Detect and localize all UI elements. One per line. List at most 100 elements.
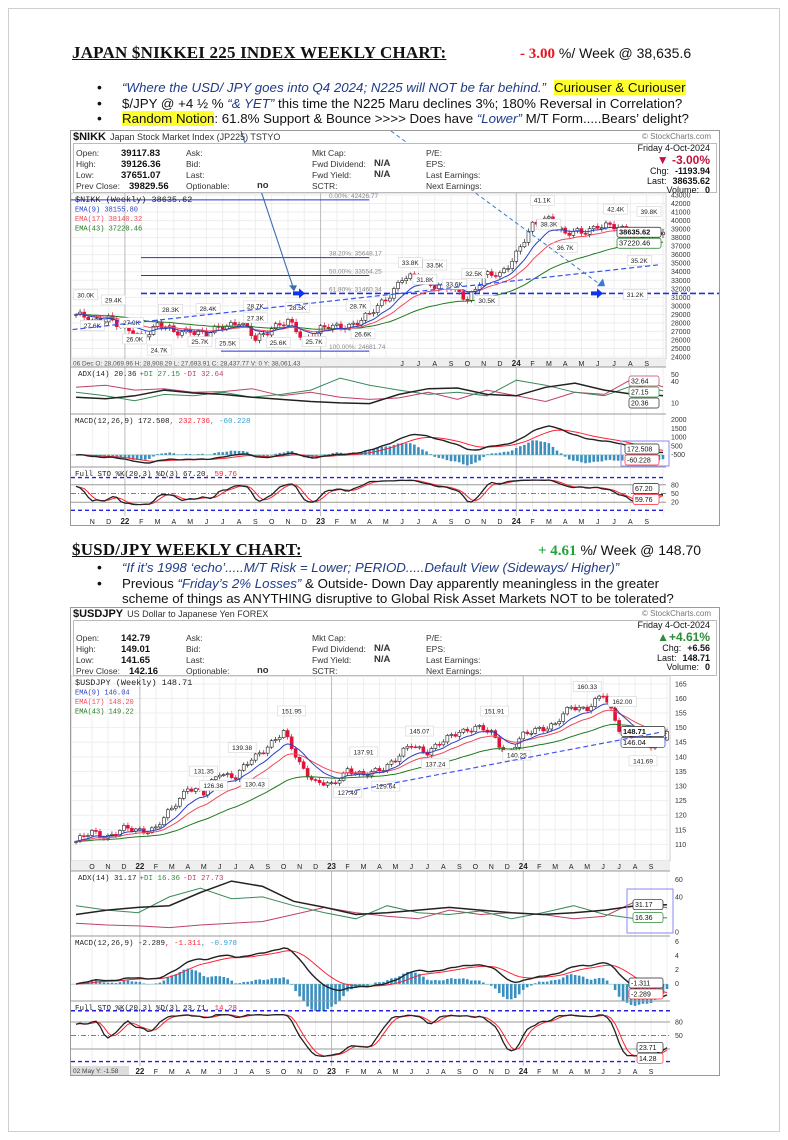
candle (290, 319, 294, 323)
minus-di-line (75, 900, 668, 929)
macd-tag (624, 443, 660, 455)
price-tag-value: 148.71 (623, 727, 646, 736)
quote-label: Ask: (186, 633, 203, 643)
macd-histogram-bar (434, 980, 437, 985)
macd-legend-part: , -0.978 (201, 940, 237, 948)
y-tick-label: 32000 (671, 286, 691, 293)
sto-legend: Full STO %K(20,3) %D(3) 23.71, 14.28 (75, 1005, 237, 1013)
candle (293, 748, 298, 758)
price-annotation-box (189, 765, 219, 777)
macd-histogram-bar (210, 976, 214, 985)
month-label: D (313, 1069, 318, 1075)
candle (601, 695, 605, 698)
quote-text: “Friday’s 2% Losses” (177, 575, 302, 591)
month-label: N (481, 519, 486, 525)
macd-histogram-bar (245, 451, 249, 455)
quote-label: Open: (76, 148, 100, 158)
macd-histogram-bar (600, 454, 604, 462)
macd-histogram-bar (413, 444, 416, 455)
macd-tick: 1500 (671, 426, 687, 433)
date-strip (71, 861, 670, 871)
candle (433, 743, 438, 749)
optionable-value: no (257, 180, 269, 191)
macd-legend-part: , -60.228 (210, 418, 251, 426)
candle (413, 746, 418, 749)
month-label: D (121, 864, 126, 871)
price-annotation: 41.1K (534, 198, 552, 205)
candle (196, 330, 201, 335)
macd-tag (624, 454, 660, 466)
candle (477, 285, 482, 290)
macd-histogram-bar (392, 444, 396, 455)
candle (245, 763, 250, 766)
y-tick-label: 150 (675, 725, 687, 732)
candle (229, 773, 234, 778)
adx-tag (628, 375, 660, 387)
month-label: J (410, 864, 414, 871)
month-label: A (237, 519, 242, 525)
bullet-item: “If it’s 1998 ‘echo’.....M/T Risk = Lowe… (95, 560, 674, 576)
quote-value-text: 39117.83 (121, 148, 161, 159)
month-label: J (234, 1069, 238, 1075)
candle (405, 746, 410, 749)
month-label: J (601, 1069, 605, 1075)
month-label: D (505, 1069, 510, 1075)
macd-histogram-bar (334, 984, 337, 1005)
candle (569, 706, 573, 709)
month-label: A (432, 519, 437, 525)
price-annotation: 25.7K (191, 339, 209, 346)
candle (313, 779, 318, 781)
macd-tag-value: -1.311 (631, 981, 650, 988)
month-label: N (90, 519, 95, 525)
price-annotation-box (628, 755, 658, 767)
ema9-line (75, 226, 664, 335)
bullet-item: $/JPY @ +4 ½ % “& YET” this time the N22… (95, 96, 689, 112)
candle (286, 319, 290, 326)
candle (126, 825, 130, 829)
candle (257, 752, 262, 755)
month-label: 22 (135, 1067, 144, 1075)
macd-histogram-bar (513, 984, 517, 999)
macd-histogram-bar (521, 984, 525, 990)
quote-label: Chg: (649, 166, 669, 176)
sto-legend-part: Full STO %K(20,3) %D(3) 23.71 (75, 1005, 206, 1013)
month-label: J (426, 1069, 430, 1075)
candle (529, 733, 534, 735)
macd-histogram-bar (509, 984, 513, 1000)
macd-histogram-bar (478, 980, 481, 985)
candle (409, 746, 414, 748)
macd-histogram-bar (605, 980, 609, 985)
quote-text: “Where the USD/ JPY goes into Q4 2024; N… (122, 80, 546, 95)
macd-histogram-bar (90, 979, 94, 985)
candle (373, 768, 378, 772)
macd-histogram-bar (298, 984, 301, 997)
price-annotation: 28.7K (247, 303, 265, 310)
month-label: F (154, 1069, 158, 1075)
quote-label: Mkt Cap: (312, 148, 347, 158)
price-annotation: 38.3K (540, 222, 558, 229)
month-label: J (218, 1069, 222, 1075)
macd-tag (628, 977, 664, 989)
month-label: A (441, 1069, 446, 1075)
quote-label: Last: (186, 170, 205, 180)
quote-value-text: -1193.94 (674, 166, 710, 176)
price-annotation: 160.33 (577, 684, 597, 691)
macd-histogram-bar (98, 980, 102, 985)
macd-histogram-bar (543, 442, 547, 455)
quote-value: 142.16 (129, 666, 158, 677)
macd-histogram-bar (506, 451, 510, 455)
macd-histogram-bar (378, 982, 381, 985)
candle (162, 817, 166, 826)
macd-histogram-bar (350, 984, 353, 990)
month-label: A (432, 361, 437, 368)
price-annotation: 137.91 (354, 749, 374, 756)
month-label: 24 (512, 359, 521, 368)
month-label: D (505, 864, 510, 871)
y-tick-label: 24000 (671, 355, 691, 362)
quote-field: Chg: -1193.94 (649, 166, 710, 177)
price-annotation-box (333, 787, 362, 798)
macd-histogram-bar (498, 452, 502, 455)
quote-value-text: 142.16 (129, 666, 159, 677)
candle (437, 743, 442, 746)
price-annotation: 35.2K (631, 258, 649, 265)
